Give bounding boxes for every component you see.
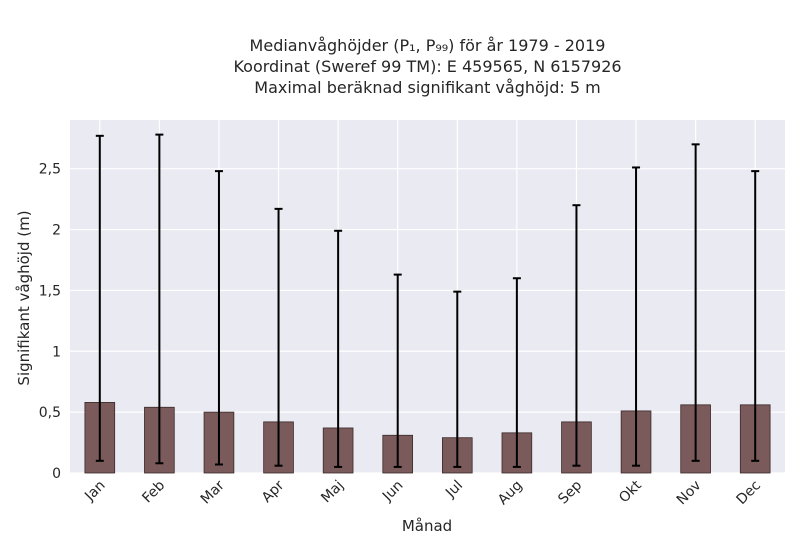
error-bar-jun [393, 273, 402, 468]
error-bar-jul [453, 290, 462, 468]
error-bar-apr [274, 207, 283, 467]
plot-area [70, 120, 785, 473]
x-axis-label: Månad [402, 517, 452, 535]
title-line-1: Medianvåghöjder (P₁, P₉₉) för år 1979 - … [249, 36, 606, 55]
x-tick-label: Apr [259, 477, 288, 506]
x-tick-label: Nov [674, 478, 705, 509]
error-bar-jan [95, 134, 104, 462]
y-tick-label: 0 [52, 466, 61, 482]
error-bar-dec [751, 170, 760, 462]
x-tick-label: Maj [318, 478, 347, 507]
error-bar-mar [214, 170, 223, 466]
x-tick-labels: Jan Feb Mar Apr Maj Jun Jul Aug Sep Okt Nov Dec [81, 477, 764, 508]
error-bar-feb [155, 133, 164, 465]
x-tick-label: Sep [555, 477, 585, 507]
error-bar-aug [512, 277, 521, 468]
x-tick-label: Feb [139, 477, 168, 506]
x-tick-label: Dec [734, 478, 764, 508]
y-tick-labels: 0 0,5 1 1,5 2 2,5 [39, 162, 61, 482]
title-line-2: Koordinat (Sweref 99 TM): E 459565, N 61… [233, 57, 622, 76]
y-axis-label: Signifikant våghöjd (m) [15, 210, 33, 385]
x-tick-label: Jul [442, 478, 466, 502]
x-tick-label: Okt [616, 477, 645, 506]
y-tick-label: 2 [52, 223, 61, 239]
x-tick-label: Mar [198, 477, 228, 507]
x-tick-label: Jun [379, 478, 406, 505]
x-tick-label: Aug [495, 478, 526, 509]
y-tick-label: 0,5 [39, 405, 61, 421]
error-bar-okt [632, 166, 641, 467]
title-line-3: Maximal beräknad signifikant våghöjd: 5 … [254, 78, 601, 97]
error-bar-maj [334, 229, 343, 468]
y-tick-label: 1 [52, 344, 61, 360]
error-bar-sep [572, 204, 581, 467]
y-tick-label: 1,5 [39, 283, 61, 299]
error-bars [95, 133, 760, 468]
error-bar-nov [691, 143, 700, 462]
x-tick-label: Jan [81, 478, 108, 505]
chart-title: Medianvåghöjder (P₁, P₉₉) för år 1979 - … [70, 35, 785, 98]
y-tick-label: 2,5 [39, 162, 61, 178]
